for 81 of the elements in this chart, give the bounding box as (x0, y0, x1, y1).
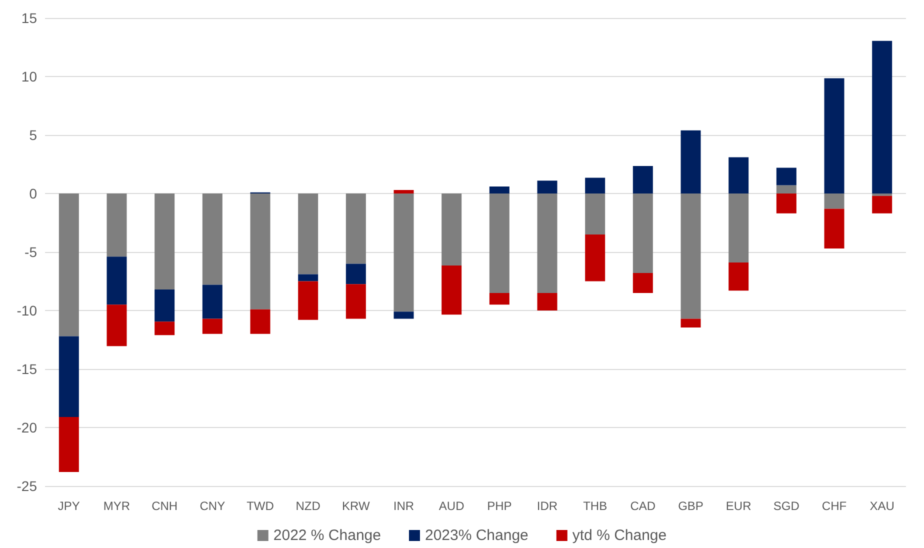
x-tick-label: TWD (246, 499, 274, 513)
x-tick-label: XAU (870, 499, 894, 513)
bar (106, 194, 127, 257)
bar (202, 318, 222, 334)
y-tick-label: 0 (29, 186, 38, 202)
x-tick-label: SGD (773, 499, 800, 513)
x-tick-label: THB (583, 499, 608, 513)
legend-label: 2023% Change (424, 527, 528, 544)
y-tick-label: -25 (16, 478, 38, 494)
x-tick-label: EUR (726, 499, 752, 513)
x-tick-label: CAD (630, 499, 656, 513)
bar (728, 262, 749, 291)
bar (489, 194, 510, 293)
x-tick-label: PHP (487, 499, 512, 513)
bar (632, 166, 653, 194)
x-tick-label: NZD (296, 499, 321, 513)
x-tick-label: CNY (200, 499, 226, 513)
bar (585, 178, 606, 194)
y-tick-label: 5 (29, 127, 38, 143)
bar (442, 265, 462, 315)
bar (632, 273, 653, 293)
x-tick-label: IDR (536, 499, 558, 513)
y-tick-label: -15 (16, 361, 38, 377)
bar (154, 194, 175, 290)
y-tick-label: -5 (24, 244, 38, 260)
x-tick-label: INR (393, 499, 414, 513)
y-tick-label: 15 (21, 10, 38, 26)
bar (824, 194, 844, 209)
bar (585, 234, 606, 282)
bar (154, 289, 175, 322)
x-tick-label: KRW (342, 499, 370, 513)
bar (489, 186, 510, 194)
bar (728, 157, 749, 194)
bar (106, 304, 127, 346)
bar (776, 194, 796, 214)
x-tick-label: JPY (58, 499, 80, 513)
bar (728, 194, 749, 263)
bar (346, 264, 366, 284)
bar (58, 416, 79, 472)
bar (346, 194, 366, 264)
bar (202, 194, 222, 285)
bar (298, 194, 318, 274)
bar (106, 256, 127, 305)
bar (776, 185, 796, 194)
bar (632, 194, 653, 274)
legend-label: 2022 % Change (273, 527, 381, 544)
bar (58, 194, 79, 336)
legend-label: ytd % Change (572, 527, 667, 544)
y-tick-label: 10 (21, 68, 38, 84)
bar (298, 281, 318, 320)
bar (776, 168, 796, 186)
x-tick-label: CHF (822, 499, 847, 513)
bar (680, 130, 701, 194)
bar (680, 318, 701, 328)
bar (824, 208, 844, 248)
bar (537, 292, 558, 310)
x-tick-label: CNH (152, 499, 178, 513)
x-tick-label: MYR (103, 499, 130, 513)
bar (442, 194, 462, 266)
bar (489, 292, 510, 305)
bar (346, 284, 366, 319)
bar (680, 194, 701, 319)
bar (824, 78, 844, 194)
y-tick-label: -10 (16, 302, 38, 318)
bar (394, 194, 414, 312)
bar (250, 309, 270, 334)
bar (585, 194, 606, 234)
bar (154, 322, 175, 336)
bar (394, 312, 414, 319)
x-tick-label: AUD (438, 499, 465, 513)
bar (298, 274, 318, 282)
bar (250, 194, 270, 310)
y-tick-label: -20 (16, 420, 38, 436)
x-tick-label: GBP (678, 499, 704, 513)
bar (202, 284, 222, 319)
bar (58, 336, 79, 417)
bar (537, 180, 558, 194)
bar (537, 194, 558, 293)
bar (872, 40, 892, 194)
bar (872, 196, 892, 214)
bar (394, 190, 414, 194)
